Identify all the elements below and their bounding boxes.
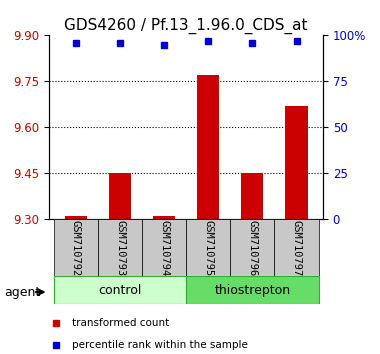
Bar bbox=[241, 173, 263, 219]
Bar bbox=[65, 216, 87, 219]
Bar bbox=[274, 219, 318, 276]
Bar bbox=[109, 173, 131, 219]
Bar bbox=[153, 216, 175, 219]
Bar bbox=[54, 276, 186, 304]
Bar bbox=[197, 75, 219, 219]
Bar bbox=[54, 219, 98, 276]
Bar bbox=[186, 219, 230, 276]
Text: GSM710797: GSM710797 bbox=[291, 220, 301, 276]
Text: GSM710793: GSM710793 bbox=[115, 220, 125, 276]
Bar bbox=[230, 219, 274, 276]
Text: thiostrepton: thiostrepton bbox=[214, 284, 290, 297]
Text: GSM710794: GSM710794 bbox=[159, 220, 169, 276]
Bar bbox=[98, 219, 142, 276]
Text: agent: agent bbox=[4, 286, 40, 298]
Bar bbox=[142, 219, 186, 276]
Text: transformed count: transformed count bbox=[72, 318, 169, 329]
Text: GSM710796: GSM710796 bbox=[247, 220, 257, 276]
Bar bbox=[186, 276, 318, 304]
Title: GDS4260 / Pf.13_1.96.0_CDS_at: GDS4260 / Pf.13_1.96.0_CDS_at bbox=[65, 18, 308, 34]
Text: percentile rank within the sample: percentile rank within the sample bbox=[72, 339, 248, 350]
Text: GSM710795: GSM710795 bbox=[203, 220, 213, 276]
Text: GSM710792: GSM710792 bbox=[71, 220, 81, 276]
Bar bbox=[285, 106, 307, 219]
Text: control: control bbox=[98, 284, 142, 297]
